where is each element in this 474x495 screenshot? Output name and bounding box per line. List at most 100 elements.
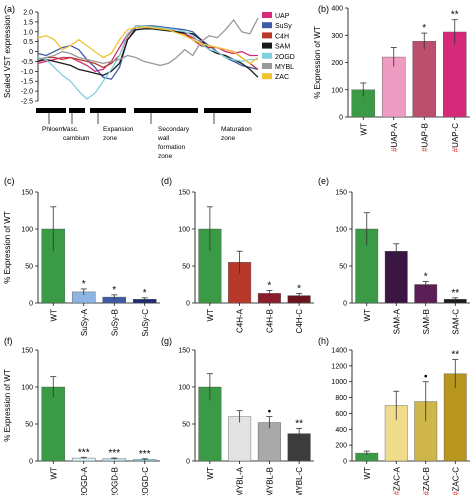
y-tick-label: -0.5: [21, 59, 33, 66]
legend-label-C4H: C4H: [275, 33, 289, 40]
x-tick-label: #ZAC-A: [392, 466, 401, 495]
significance-mark: •: [268, 407, 272, 418]
zone-label: Phloem: [42, 126, 64, 133]
category-text: MYBL-C: [295, 467, 304, 495]
y-tick-label: 150: [178, 190, 190, 197]
y-tick-label: 800: [335, 395, 347, 402]
x-tick-label: SuSy-C: [141, 309, 150, 337]
y-tick-label: 0.5: [23, 39, 33, 46]
y-tick-label: 50: [182, 264, 190, 271]
category-text: C4H-C: [295, 309, 304, 334]
zone-label: Vasc.: [63, 126, 79, 133]
category-text: 2OGD-B: [110, 467, 119, 495]
y-tick-label: 50: [182, 422, 190, 429]
y-tick-label: 150: [21, 348, 33, 355]
category-text: SAM-A: [392, 308, 401, 334]
x-tick-label: 2OGD-A: [80, 466, 89, 495]
significance-mark: **: [295, 418, 303, 429]
significance-mark: *: [267, 280, 271, 291]
category-text: SuSy-A: [80, 308, 89, 336]
y-tick-label: 0: [29, 301, 33, 308]
category-text: 2OGD-C: [141, 467, 150, 495]
hash-marker: #: [392, 490, 401, 495]
category-text: WT: [363, 309, 372, 322]
y-tick-label: 0: [343, 301, 347, 308]
bar: [412, 41, 437, 118]
significance-mark: •: [424, 372, 428, 383]
panel-e: (e) 0 50 100 150 WT SAM-A * SAM-B ** SAM-C: [318, 176, 470, 335]
y-tick-label: 200: [331, 60, 343, 67]
hash-marker: #: [420, 147, 429, 152]
y-tick-label: 0: [186, 459, 190, 466]
zone-bar: [69, 108, 85, 113]
x-tick-label: #UAP-C: [451, 123, 460, 153]
y-tick-label: 100: [331, 87, 343, 94]
zone-label: Maturation: [221, 126, 252, 133]
significance-mark: **: [451, 350, 459, 361]
y-tick-label: 200: [335, 443, 347, 450]
y-tick-label: 100: [335, 227, 347, 234]
zone-label: zone: [158, 153, 172, 160]
category-text: WT: [206, 467, 215, 480]
category-text: WT: [359, 123, 368, 136]
category-text: SAM-C: [451, 309, 460, 335]
x-tick-label: MYBL-C: [295, 467, 304, 495]
significance-mark: ***: [78, 447, 90, 458]
x-tick-label: #ZAC-C: [451, 467, 460, 495]
bar: [41, 386, 66, 462]
bar: [228, 416, 252, 462]
x-tick-label: C4H-C: [295, 309, 304, 334]
category-text: MYBL-B: [265, 467, 274, 495]
significance-mark: **: [451, 288, 459, 299]
x-tick-label: SAM-A: [392, 308, 401, 334]
category-text: WT: [363, 467, 372, 480]
panel-h: (h)0200400600800100012001400WT#ZAC-A•#ZA…: [318, 336, 470, 495]
y-tick-label: 0: [186, 301, 190, 308]
panel-label: (a): [4, 4, 15, 14]
panel-label: (b): [318, 4, 329, 14]
category-text: C4H-A: [236, 308, 245, 333]
y-tick-label: 100: [178, 385, 190, 392]
category-text: UAP-B: [420, 123, 429, 147]
y-tick-label: 0: [29, 49, 33, 56]
x-tick-label: WT: [359, 123, 368, 136]
y-axis-label: % Expression of WT: [3, 369, 12, 442]
y-tick-label: 150: [335, 190, 347, 197]
y-tick-label: 2.0: [23, 10, 33, 17]
hash-marker: #: [390, 147, 399, 152]
panel-label: (h): [318, 336, 329, 346]
x-tick-label: SAM-B: [422, 309, 431, 334]
legend-swatch-UAP: [262, 12, 272, 18]
zone-bar: [134, 108, 198, 113]
legend-swatch-SuSy: [262, 22, 272, 29]
bar: [384, 250, 408, 304]
series-line-2OGD: [37, 25, 258, 100]
y-tick-label: -2.0: [21, 89, 33, 96]
panel-label: (c): [4, 176, 15, 186]
zone-label: Expansion: [103, 126, 134, 133]
x-tick-label: WT: [363, 467, 372, 480]
category-text: WT: [206, 309, 215, 322]
legend-swatch-SAM: [262, 42, 272, 49]
legend-label-ZAC: ZAC: [275, 74, 289, 81]
x-tick-label: 2OGD-B: [110, 467, 119, 495]
y-tick-label: 50: [25, 422, 33, 429]
y-tick-label: 600: [335, 411, 347, 418]
series-line-SuSy: [37, 25, 259, 80]
y-tick-label: 0: [343, 459, 347, 466]
zone-label: Secondary: [158, 126, 190, 133]
significance-mark: *: [82, 279, 86, 290]
panel-label: (e): [318, 176, 329, 186]
y-tick-label: 1000: [331, 379, 347, 386]
panel-label: (f): [4, 336, 13, 346]
panel-g: (g) 0 50 100 150 WT MYBL-A • MYBL-B ** MYBL-C: [161, 336, 314, 495]
category-text: WT: [49, 467, 58, 480]
y-tick-label: 100: [21, 227, 33, 234]
x-tick-label: C4H-B: [265, 309, 274, 333]
category-text: ZAC-A: [392, 466, 401, 491]
category-text: ZAC-B: [422, 467, 431, 491]
legend-label-2OGD: 2OGD: [275, 54, 295, 61]
y-tick-label: 150: [21, 190, 33, 197]
zone-label: cambium: [63, 135, 89, 142]
panel-a: (a) 2.0 1.5 1.0 0.5 0 -0.5 -1.0 -1.5 -2.0 -2.5 Scal…: [3, 4, 295, 160]
